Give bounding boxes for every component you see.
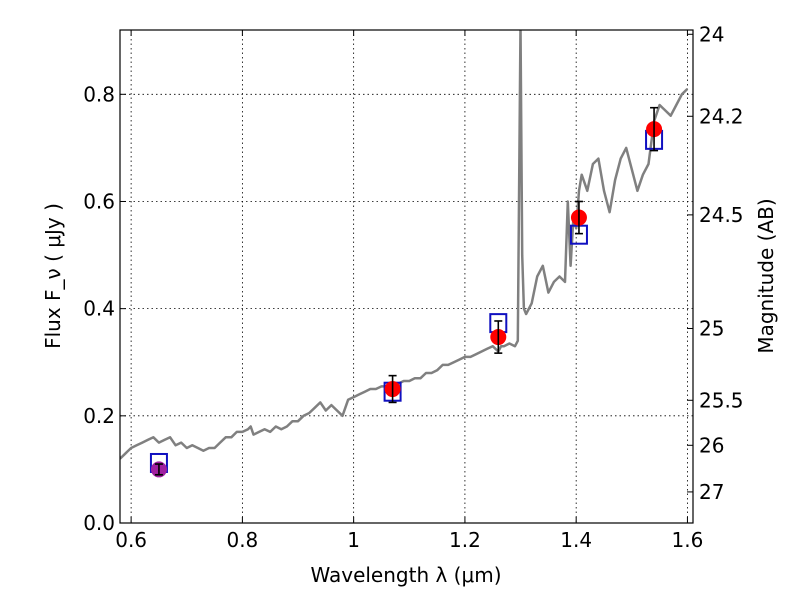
x-tick-label: 1.6 (672, 528, 704, 552)
y2-tick-label: 25 (699, 316, 724, 340)
y2-tick-label: 24.2 (699, 104, 744, 128)
y2-tick-label: 26 (699, 433, 724, 457)
plot-background (120, 30, 693, 523)
grid-lines (120, 30, 693, 523)
y2-tick-label: 24.5 (699, 203, 744, 227)
x-axis-title: Wavelength λ (μm) (310, 563, 501, 587)
y-tick-label: 0.2 (83, 404, 115, 428)
x-tick-label: 1.4 (560, 528, 592, 552)
x-tick-label: 0.8 (226, 528, 258, 552)
y-tick-label: 0.8 (83, 82, 115, 106)
y2-tick-label: 25.5 (699, 388, 744, 412)
y2-tick-label: 27 (699, 480, 724, 504)
y-tick-label: 0.4 (83, 297, 115, 321)
y2-axis-title: Magnitude (AB) (754, 198, 778, 353)
axis-ticks: 0.6 0.8 1 1.2 1.4 1.6 0.0 0.2 0.4 0.6 0.8 24 24.2 24.… (83, 22, 743, 552)
y-axis-title: Flux F_ν ( μJy ) (41, 203, 65, 349)
y2-tick-label: 24 (699, 22, 724, 46)
x-tick-label: 1 (347, 528, 360, 552)
model-spectrum-line (120, 30, 689, 460)
y-tick-label: 0.0 (83, 511, 115, 535)
plot-area: 0.6 0.8 1 1.2 1.4 1.6 0.0 0.2 0.4 0.6 0.8 24 24.2 24.… (83, 22, 743, 552)
x-tick-label: 1.2 (449, 528, 481, 552)
data-series (120, 30, 689, 478)
plot-frame (119, 29, 694, 524)
x-tick-label: 0.6 (115, 528, 147, 552)
y-tick-label: 0.6 (83, 189, 115, 213)
